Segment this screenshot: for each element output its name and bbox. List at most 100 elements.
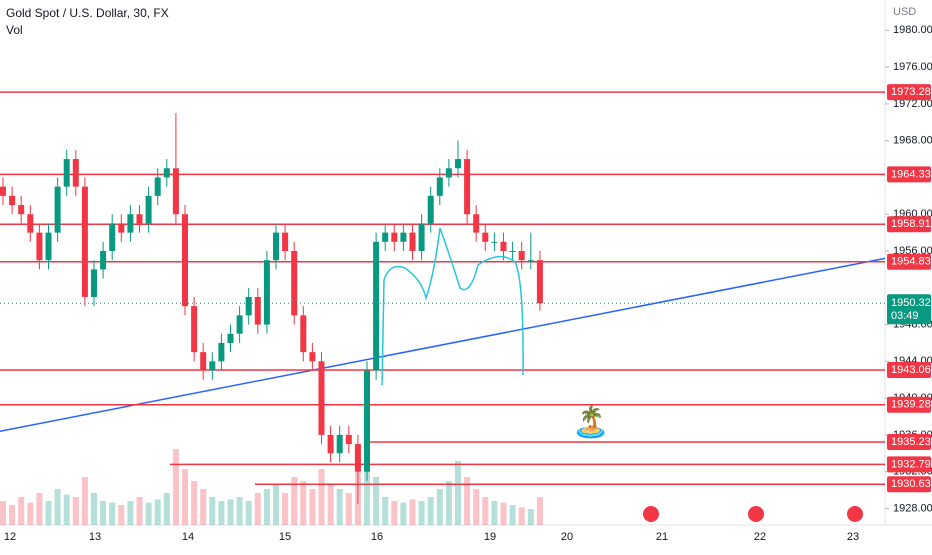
candle-body xyxy=(445,168,452,178)
y-tick-label: 1976.00 xyxy=(893,61,932,73)
candle-body xyxy=(263,260,270,325)
candle-body xyxy=(382,232,389,242)
volume-bar xyxy=(327,485,334,525)
candle-body xyxy=(182,214,188,307)
level-label-bg xyxy=(887,361,931,378)
volume-bar xyxy=(418,501,425,525)
volume-bar xyxy=(136,497,143,525)
chart-title: Gold Spot / U.S. Dollar, 30, FX xyxy=(6,6,169,20)
candle-body xyxy=(72,159,79,187)
candle-body xyxy=(455,159,461,169)
volume-bar xyxy=(63,494,70,525)
volume-bar xyxy=(36,493,43,525)
candle-body xyxy=(436,177,443,196)
levels-layer xyxy=(0,91,886,486)
candle-body xyxy=(100,251,107,270)
us-flag-icon xyxy=(748,506,764,522)
level-label-bg xyxy=(887,396,931,413)
volume-bar xyxy=(227,499,234,525)
level-label-bg xyxy=(887,456,931,473)
volume-bar xyxy=(391,501,398,525)
candle-body xyxy=(518,251,525,261)
level-label: 1943.06 xyxy=(891,364,931,376)
x-tick-label: 15 xyxy=(279,531,291,543)
candle-body xyxy=(245,296,252,316)
volume-bar xyxy=(482,497,489,525)
level-label: 1932.79 xyxy=(891,458,931,470)
candle-body xyxy=(254,296,261,325)
candle-body xyxy=(172,168,179,215)
volume-bar xyxy=(473,489,480,525)
candle-body xyxy=(109,223,116,252)
volume-bar xyxy=(209,497,216,525)
volume-bar xyxy=(145,502,152,525)
level-label: 1939.28 xyxy=(891,399,931,411)
volume-bar xyxy=(400,502,407,525)
candle-body xyxy=(400,232,407,242)
candle-body xyxy=(527,260,534,262)
volume-bar xyxy=(218,501,225,525)
volume-bar xyxy=(536,497,543,525)
level-label-bg xyxy=(887,433,931,450)
x-tick-label: 20 xyxy=(561,531,573,543)
volume-bar xyxy=(282,493,289,525)
candle-body xyxy=(163,168,170,178)
candle-body xyxy=(364,370,370,472)
volume-bar xyxy=(191,481,198,525)
volume-bar xyxy=(527,509,534,525)
candle-body xyxy=(0,186,6,196)
volume-bar xyxy=(163,493,170,525)
volume-bar xyxy=(54,489,61,525)
current-price-label: 1950.32 xyxy=(891,297,931,309)
volume-bar xyxy=(464,477,471,525)
volume-bar xyxy=(72,497,79,525)
candle-body xyxy=(273,232,279,261)
candle-body xyxy=(91,269,97,297)
volume-bar xyxy=(27,502,34,525)
candle-body xyxy=(45,232,52,261)
candle-body xyxy=(291,251,298,316)
candle-body xyxy=(473,214,480,233)
candle-body xyxy=(373,241,380,371)
volume-bar xyxy=(127,501,134,525)
candle-body xyxy=(354,444,361,472)
candle-body xyxy=(209,361,216,371)
volume-bar xyxy=(254,493,261,525)
x-tick-label: 16 xyxy=(371,531,383,543)
volume-bar xyxy=(263,489,270,525)
level-label: 1935.23 xyxy=(891,436,931,448)
volume-bar xyxy=(382,497,389,525)
candle-body xyxy=(427,195,434,224)
candle-body xyxy=(236,315,243,334)
volume-bar xyxy=(118,505,125,525)
currency-label: USD xyxy=(893,6,916,18)
x-tick-label: 21 xyxy=(656,531,668,543)
candle-layer xyxy=(0,113,543,504)
x-tick-label: 12 xyxy=(4,531,16,543)
candle-body xyxy=(464,159,471,215)
candle-body xyxy=(482,232,489,242)
volume-bar xyxy=(291,477,298,525)
candle-body xyxy=(9,195,16,206)
candle-body xyxy=(309,352,316,362)
volume-bar xyxy=(345,493,352,525)
volume-bar xyxy=(455,461,461,525)
countdown: 03:49 xyxy=(891,310,919,322)
candle-body xyxy=(536,260,543,304)
candle-body xyxy=(327,434,334,454)
volume-bar xyxy=(245,501,252,525)
level-label-bg xyxy=(887,84,931,101)
volume-bar xyxy=(200,489,207,525)
candle-body xyxy=(409,232,416,252)
candle-body xyxy=(491,241,498,243)
drawn-curve xyxy=(381,227,524,386)
candle-body xyxy=(54,186,61,233)
volume-bar xyxy=(109,502,116,525)
level-label: 1930.63 xyxy=(891,478,931,490)
x-tick-label: 13 xyxy=(89,531,101,543)
candle-body xyxy=(63,159,70,187)
candle-body xyxy=(227,333,234,343)
level-label-bg xyxy=(887,216,931,233)
